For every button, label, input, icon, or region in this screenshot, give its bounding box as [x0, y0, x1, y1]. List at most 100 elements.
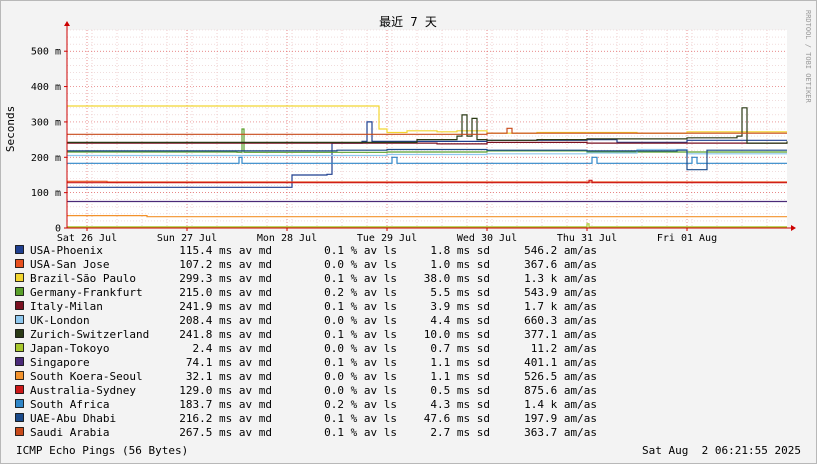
- legend-text: 1.1 ms sd: [430, 370, 490, 383]
- legend-text: 1.3 k am/as: [524, 272, 597, 285]
- legend-text: Japan-Tokoyo: [30, 342, 109, 355]
- footer-right: Sat Aug 2 06:21:55 2025: [642, 444, 801, 457]
- x-tick-label: Thu 31 Jul: [557, 233, 617, 244]
- legend-swatch: [15, 385, 24, 394]
- x-tick-label: Mon 28 Jul: [257, 233, 317, 244]
- legend-text: 0.1 % av ls: [324, 244, 397, 257]
- chart-title: 最近 7 天: [379, 15, 437, 29]
- legend-text: 1.7 k am/as: [524, 300, 597, 313]
- legend-text: 875.6 am/as: [524, 384, 597, 397]
- legend-swatch: [15, 273, 24, 282]
- legend-text: 1.8 ms sd: [430, 244, 490, 257]
- legend-text: 543.9 am/as: [524, 286, 597, 299]
- series-line: [67, 148, 787, 157]
- legend-swatch: [15, 301, 24, 310]
- y-tick-label: 200 m: [31, 153, 61, 164]
- grid: [66, 29, 787, 229]
- legend-text: 367.6 am/as: [524, 258, 597, 271]
- y-tick-label: 100 m: [31, 188, 61, 199]
- legend-text: 10.0 ms sd: [424, 328, 490, 341]
- legend-text: Zurich-Switzerland: [30, 328, 149, 341]
- legend: USA-Phoenix 115.4 ms av md 0.1 % av ls 1.8 …: [15, 244, 597, 439]
- series-line: [67, 141, 787, 145]
- x-tick-label: Sat 26 Jul: [57, 233, 117, 244]
- legend-text: 208.4 ms av md: [179, 314, 272, 327]
- legend-text: 660.3 am/as: [524, 314, 597, 327]
- y-tick-label: 500 m: [31, 47, 61, 58]
- tick-labels: Sat 26 Jul Sun 27 Jul Mon 28 Jul Tue 29 Jul…: [31, 47, 717, 244]
- y-tick-label: 0: [55, 224, 61, 235]
- legend-text: 0.1 % av ls: [324, 300, 397, 313]
- legend-text: 0.2 % av ls: [324, 398, 397, 411]
- y-tick-label: 400 m: [31, 82, 61, 93]
- legend-text: South Africa: [30, 398, 109, 411]
- legend-text: 1.0 ms sd: [430, 258, 490, 271]
- legend-text: 546.2 am/as: [524, 244, 597, 257]
- y-tick-label: 300 m: [31, 117, 61, 128]
- y-axis-arrow: [64, 21, 70, 26]
- legend-text: 129.0 ms av md: [179, 384, 272, 397]
- legend-text: 115.4 ms av md: [179, 244, 272, 257]
- legend-text: UK-London: [30, 314, 90, 327]
- x-tick-label: Fri 01 Aug: [657, 233, 717, 244]
- legend-swatch: [15, 329, 24, 338]
- legend-swatch: [15, 343, 24, 352]
- legend-text: 241.8 ms av md: [179, 328, 272, 341]
- legend-swatch: [15, 245, 24, 254]
- legend-swatch: [15, 315, 24, 324]
- series-line: [67, 179, 787, 184]
- legend-text: 215.0 ms av md: [179, 286, 272, 299]
- legend-text: Saudi Arabia: [30, 426, 109, 439]
- legend-text: 197.9 am/as: [524, 412, 597, 425]
- legend-text: 107.2 ms av md: [179, 258, 272, 271]
- legend-text: 0.5 ms sd: [430, 384, 490, 397]
- legend-text: 1.4 k am/as: [524, 398, 597, 411]
- x-tick-label: Tue 29 Jul: [357, 233, 417, 244]
- legend-text: 2.7 ms sd: [430, 426, 490, 439]
- legend-text: 74.1 ms av md: [186, 356, 272, 369]
- legend-text: 0.0 % av ls: [324, 384, 397, 397]
- legend-text: 0.2 % av ls: [324, 286, 397, 299]
- series-line: [67, 156, 787, 164]
- legend-text: 0.1 % av ls: [324, 412, 397, 425]
- legend-swatch: [15, 357, 24, 366]
- legend-text: 2.4 ms av md: [193, 342, 272, 355]
- legend-swatch: [15, 371, 24, 380]
- watermark: RRDTOOL / TOBI OETIKER: [804, 10, 812, 104]
- series-line: [67, 128, 787, 153]
- legend-swatch: [15, 427, 24, 436]
- legend-text: USA-San Jose: [30, 258, 109, 271]
- series-line: [67, 121, 787, 188]
- series-line: [67, 215, 787, 218]
- series-layer: [67, 105, 788, 228]
- legend-text: 0.1 % av ls: [324, 356, 397, 369]
- legend-text: UAE-Abu Dhabi: [30, 412, 116, 425]
- legend-text: Australia-Sydney: [30, 384, 136, 397]
- axes: [64, 21, 796, 231]
- x-tick-label: Sun 27 Jul: [157, 233, 217, 244]
- legend-swatch: [15, 287, 24, 296]
- footer-left: ICMP Echo Pings (56 Bytes): [16, 444, 188, 457]
- series-line: [67, 223, 787, 228]
- legend-text: 363.7 am/as: [524, 426, 597, 439]
- legend-text: 0.1 % av ls: [324, 272, 397, 285]
- x-tick-label: Wed 30 Jul: [457, 233, 517, 244]
- legend-text: 0.0 % av ls: [324, 370, 397, 383]
- legend-text: 4.3 ms sd: [430, 398, 490, 411]
- legend-text: 32.1 ms av md: [186, 370, 272, 383]
- legend-text: Singapore: [30, 356, 90, 369]
- legend-swatch: [15, 399, 24, 408]
- legend-text: Brazil-São Paulo: [30, 272, 136, 285]
- legend-text: Italy-Milan: [30, 300, 103, 313]
- legend-text: 4.4 ms sd: [430, 314, 490, 327]
- legend-text: 0.0 % av ls: [324, 258, 397, 271]
- series-line: [67, 148, 787, 171]
- legend-text: 241.9 ms av md: [179, 300, 272, 313]
- legend-text: 11.2 am/as: [531, 342, 597, 355]
- legend-swatch: [15, 413, 24, 422]
- y-axis-label: Seconds: [4, 106, 17, 152]
- legend-text: 38.0 ms sd: [424, 272, 490, 285]
- legend-text: USA-Phoenix: [30, 244, 103, 257]
- x-axis-arrow: [791, 225, 796, 231]
